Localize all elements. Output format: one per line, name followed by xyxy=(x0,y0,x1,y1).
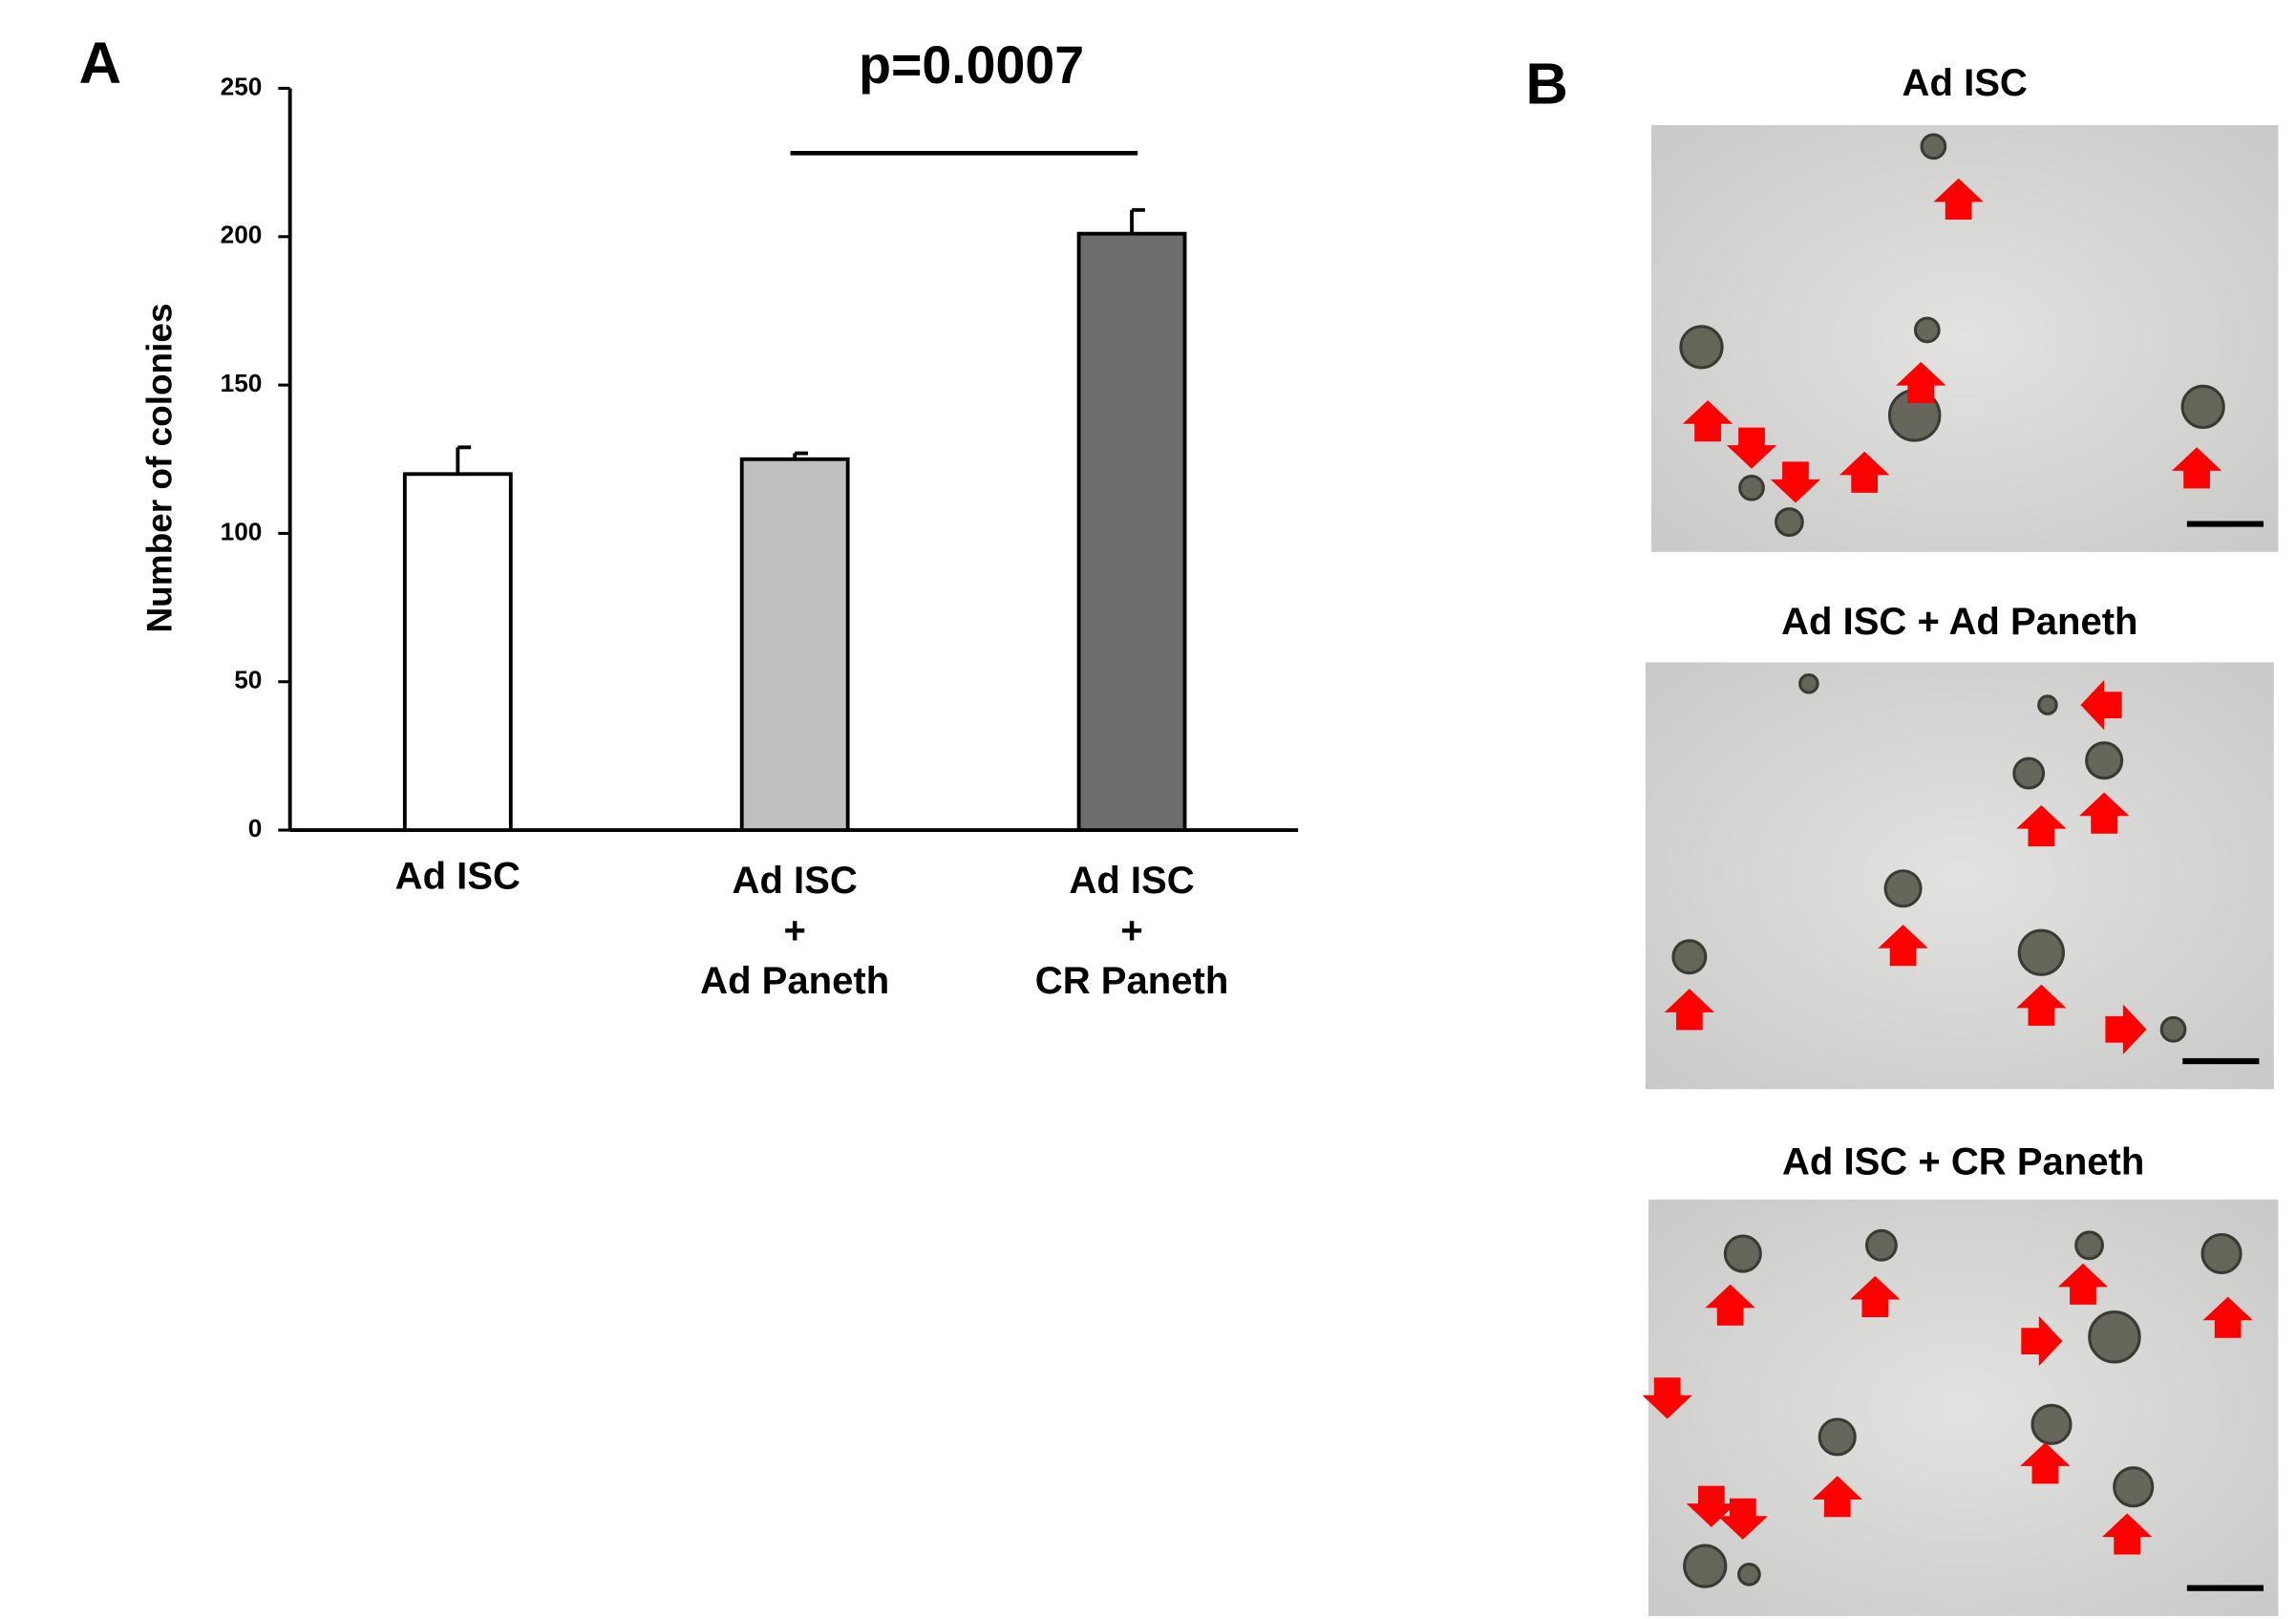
arrow xyxy=(1812,1476,1862,1518)
arrow xyxy=(2057,1263,2109,1305)
colony xyxy=(1683,1544,1728,1588)
arrow xyxy=(1839,451,1890,493)
micrograph xyxy=(1650,124,2279,552)
x-tick-label: Ad ISC xyxy=(733,860,858,902)
arrow xyxy=(2020,1442,2071,1484)
arrow xyxy=(2171,447,2222,489)
arrow xyxy=(1850,1275,1901,1317)
colony xyxy=(1671,939,1708,975)
arrow xyxy=(1726,427,1777,469)
y-tick-label: 0 xyxy=(248,814,263,842)
bar xyxy=(402,472,513,832)
arrow xyxy=(1896,361,1946,404)
y-axis-label: Number of colonies xyxy=(139,303,179,632)
colony xyxy=(1818,1417,1857,1457)
y-tick-label: 200 xyxy=(221,221,263,249)
panel-label: A xyxy=(79,31,122,96)
colony xyxy=(2113,1466,2155,1508)
image-title: Ad ISC xyxy=(1903,62,2028,104)
micrograph xyxy=(1642,1199,2279,1616)
arrow xyxy=(1682,400,1733,442)
colony xyxy=(2012,756,2046,790)
colony xyxy=(2030,1403,2073,1445)
image-title: Ad ISC + CR Paneth xyxy=(1782,1140,2144,1182)
p-value-annotation: p=0.0007 xyxy=(859,35,1084,95)
arrow xyxy=(2101,1513,2153,1555)
image-title: Ad ISC + Ad Paneth xyxy=(1781,601,2137,643)
arrow xyxy=(2105,1004,2147,1054)
arrow xyxy=(1705,1284,1755,1326)
arrow xyxy=(1717,1498,1769,1540)
x-tick-label: + xyxy=(1120,910,1142,952)
colony xyxy=(1920,133,1947,160)
colony xyxy=(2074,1230,2104,1261)
arrow xyxy=(1933,178,1984,220)
arrow xyxy=(2021,1315,2063,1367)
arrow xyxy=(1770,461,1821,503)
arrow xyxy=(2016,984,2067,1026)
colony xyxy=(1737,1562,1761,1587)
y-tick-label: 50 xyxy=(234,666,262,694)
panel-label: B xyxy=(1525,52,1568,117)
colony xyxy=(1774,507,1804,537)
bar xyxy=(1076,231,1187,832)
colony xyxy=(2180,384,2225,430)
colony xyxy=(1864,1228,1898,1262)
colony xyxy=(2017,928,2066,976)
x-tick-label: Ad ISC xyxy=(395,856,521,898)
arrow xyxy=(2016,805,2067,847)
colony xyxy=(1738,474,1765,501)
colony xyxy=(1798,672,1819,694)
colony xyxy=(1723,1234,1762,1273)
bar xyxy=(739,457,850,832)
x-tick-label: CR Paneth xyxy=(1035,960,1228,1002)
x-tick-label: Ad Paneth xyxy=(700,960,889,1002)
y-tick-label: 250 xyxy=(221,72,263,100)
colony xyxy=(2085,741,2124,780)
y-tick-label: 100 xyxy=(221,517,263,545)
arrow xyxy=(1878,925,1928,967)
colony xyxy=(2200,1232,2243,1275)
colony xyxy=(2088,1310,2141,1364)
colony xyxy=(1913,316,1941,344)
arrow xyxy=(2078,792,2130,834)
arrow xyxy=(2202,1296,2253,1338)
micrograph xyxy=(1645,662,2274,1090)
x-tick-label: Ad ISC xyxy=(1069,860,1194,902)
colony xyxy=(2159,1015,2187,1043)
arrow xyxy=(2080,679,2122,731)
colony xyxy=(1883,869,1923,908)
y-tick-label: 150 xyxy=(221,369,263,397)
colony xyxy=(1679,325,1724,370)
colony xyxy=(2037,694,2058,715)
arrow xyxy=(1686,1485,1737,1527)
x-tick-label: + xyxy=(783,910,805,952)
arrow xyxy=(1664,989,1715,1031)
arrow xyxy=(1642,1377,1692,1419)
